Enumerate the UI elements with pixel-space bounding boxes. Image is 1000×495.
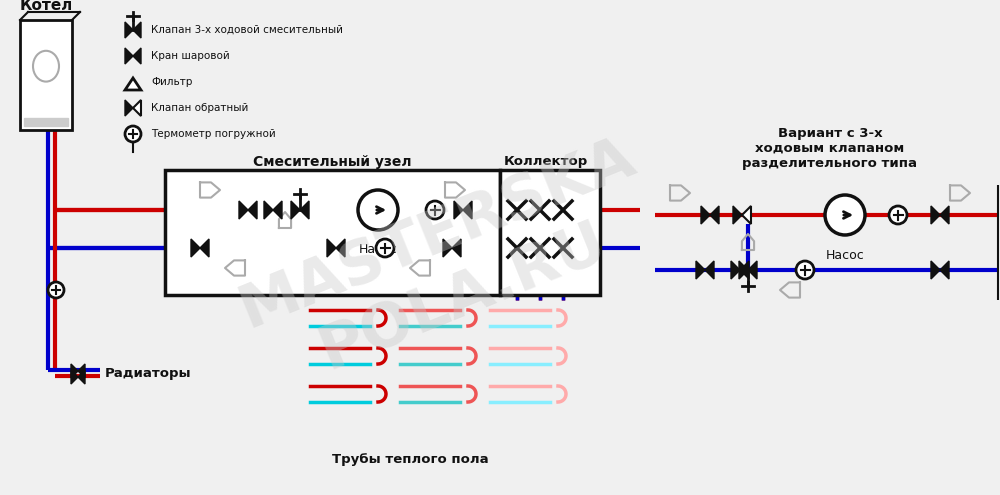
Polygon shape bbox=[705, 261, 714, 279]
Polygon shape bbox=[940, 206, 949, 224]
Polygon shape bbox=[273, 201, 282, 219]
Circle shape bbox=[796, 261, 814, 279]
Text: Клапан обратный: Клапан обратный bbox=[151, 103, 248, 113]
Bar bbox=[500, 170, 600, 295]
Polygon shape bbox=[71, 364, 78, 378]
Polygon shape bbox=[71, 370, 78, 384]
Polygon shape bbox=[300, 201, 309, 219]
Circle shape bbox=[125, 126, 141, 142]
Ellipse shape bbox=[33, 51, 59, 82]
Polygon shape bbox=[291, 201, 300, 219]
Circle shape bbox=[889, 206, 907, 224]
Polygon shape bbox=[125, 78, 141, 90]
Polygon shape bbox=[133, 100, 141, 116]
Polygon shape bbox=[452, 239, 461, 257]
Text: Котел: Котел bbox=[19, 0, 73, 13]
Polygon shape bbox=[264, 201, 273, 219]
Text: Коллектор: Коллектор bbox=[504, 155, 588, 168]
Circle shape bbox=[358, 190, 398, 230]
Bar bbox=[24, 118, 68, 126]
Polygon shape bbox=[78, 370, 85, 384]
Polygon shape bbox=[742, 206, 751, 224]
Text: Радиаторы: Радиаторы bbox=[105, 366, 192, 380]
Text: Вариант с 3-х
ходовым клапаном
разделительного типа: Вариант с 3-х ходовым клапаном разделите… bbox=[742, 127, 918, 169]
Polygon shape bbox=[191, 239, 200, 257]
Text: Трубы теплого пола: Трубы теплого пола bbox=[332, 453, 488, 466]
Polygon shape bbox=[931, 261, 940, 279]
Polygon shape bbox=[133, 22, 141, 38]
Bar bbox=[20, 20, 72, 130]
Polygon shape bbox=[931, 206, 940, 224]
Polygon shape bbox=[200, 239, 209, 257]
Text: Термометр погружной: Термометр погружной bbox=[151, 129, 276, 139]
Circle shape bbox=[426, 201, 444, 219]
Polygon shape bbox=[336, 239, 345, 257]
Text: Насос: Насос bbox=[826, 249, 864, 262]
Polygon shape bbox=[739, 261, 748, 279]
Polygon shape bbox=[696, 261, 705, 279]
Text: Клапан 3-х ходовой смесительный: Клапан 3-х ходовой смесительный bbox=[151, 25, 343, 35]
Circle shape bbox=[825, 195, 865, 235]
Polygon shape bbox=[125, 100, 133, 116]
Polygon shape bbox=[733, 206, 742, 224]
Polygon shape bbox=[731, 261, 740, 279]
Polygon shape bbox=[133, 48, 141, 64]
Polygon shape bbox=[463, 201, 472, 219]
Polygon shape bbox=[740, 261, 749, 279]
Polygon shape bbox=[748, 261, 757, 279]
Text: Кран шаровой: Кран шаровой bbox=[151, 51, 230, 61]
Polygon shape bbox=[454, 201, 463, 219]
Polygon shape bbox=[701, 206, 710, 224]
Circle shape bbox=[48, 282, 64, 298]
Text: Фильтр: Фильтр bbox=[151, 77, 192, 87]
Text: Смесительный узел: Смесительный узел bbox=[253, 155, 412, 169]
Circle shape bbox=[376, 239, 394, 257]
Text: Насос: Насос bbox=[359, 243, 397, 256]
Text: MASTERSKA
POLA.RU: MASTERSKA POLA.RU bbox=[231, 127, 669, 403]
Polygon shape bbox=[327, 239, 336, 257]
Polygon shape bbox=[125, 22, 133, 38]
Polygon shape bbox=[125, 48, 133, 64]
Polygon shape bbox=[239, 201, 248, 219]
Polygon shape bbox=[710, 206, 719, 224]
Polygon shape bbox=[78, 364, 85, 378]
Polygon shape bbox=[248, 201, 257, 219]
Polygon shape bbox=[443, 239, 452, 257]
Polygon shape bbox=[940, 261, 949, 279]
Bar bbox=[165, 170, 500, 295]
